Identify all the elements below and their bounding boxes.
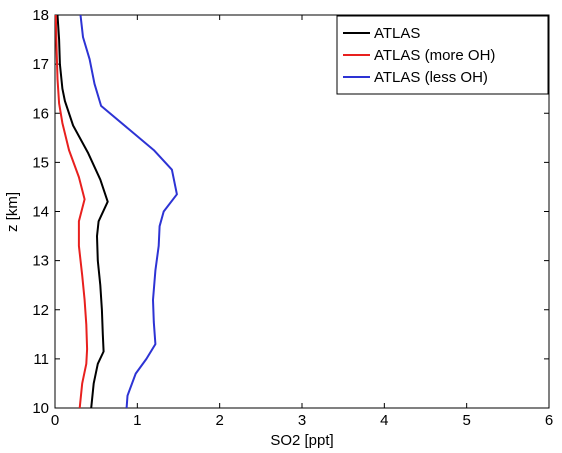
x-tick-label: 2	[215, 412, 223, 429]
y-ticks: 10 11 12 13 14 15 16 17 18	[32, 7, 549, 417]
x-axis-label: SO2 [ppt]	[270, 432, 333, 449]
y-axis-label: z [km]	[4, 192, 21, 232]
y-tick-label: 15	[32, 154, 49, 171]
y-tick-label: 16	[32, 105, 49, 122]
series-line-0	[56, 14, 109, 409]
y-tick-label: 13	[32, 253, 49, 270]
x-tick-label: 6	[545, 412, 553, 429]
x-tick-label: 0	[51, 412, 59, 429]
x-tick-label: 1	[133, 412, 141, 429]
y-tick-label: 12	[32, 302, 49, 319]
x-tick-label: 4	[380, 412, 388, 429]
series-lines	[54, 14, 178, 409]
legend-box	[336, 15, 549, 95]
y-tick-label: 17	[32, 56, 49, 73]
legend: ATLAS ATLAS (more OH) ATLAS (less OH)	[336, 15, 549, 95]
y-tick-label: 10	[32, 400, 49, 417]
x-tick-label: 5	[462, 412, 470, 429]
y-tick-label: 14	[32, 204, 49, 221]
legend-label-2: ATLAS (less OH)	[374, 69, 488, 86]
series-line-1	[54, 14, 89, 409]
y-tick-label: 11	[33, 351, 49, 368]
series-line-2	[79, 14, 178, 409]
legend-label-0: ATLAS	[374, 25, 420, 42]
x-tick-label: 3	[298, 412, 306, 429]
legend-label-1: ATLAS (more OH)	[374, 47, 495, 64]
x-ticks: 0 1 2 3 4 5 6	[51, 15, 553, 429]
y-tick-label: 18	[32, 7, 49, 24]
